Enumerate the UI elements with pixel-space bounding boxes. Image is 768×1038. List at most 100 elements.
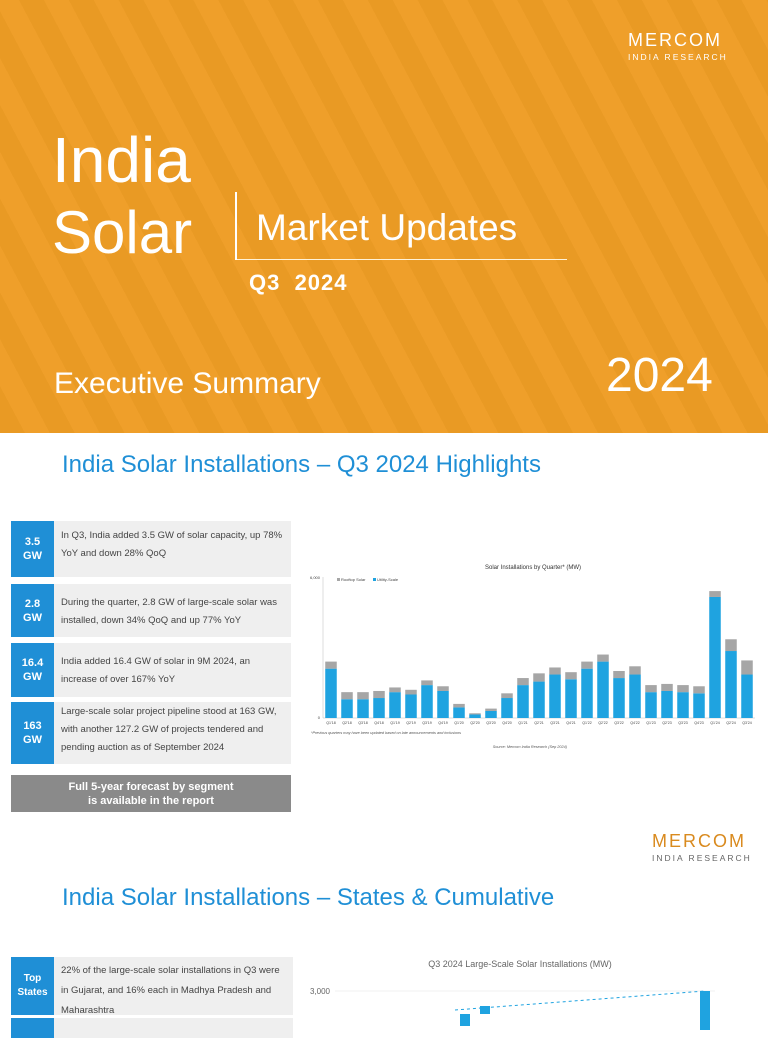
highlight-key: 2.8 GW — [11, 584, 54, 637]
x-tick-label: Q4'21 — [566, 721, 575, 725]
logo-brand: MERCOM — [652, 831, 746, 851]
bar-rooftop-solar — [629, 666, 641, 675]
bar-utility-scale — [661, 690, 673, 718]
bar-utility-scale — [725, 651, 737, 718]
bar-utility-scale — [453, 707, 465, 718]
bar-rooftop-solar — [469, 713, 481, 715]
state-bar — [480, 1006, 490, 1014]
bar-utility-scale — [709, 596, 721, 718]
x-tick-label: Q1'21 — [518, 721, 527, 725]
bar-rooftop-solar — [341, 692, 353, 700]
y-tick-label: 6,000 — [310, 575, 321, 580]
x-tick-label: Q1'19 — [390, 721, 399, 725]
bar-utility-scale — [517, 685, 529, 718]
x-tick-label: Q4'20 — [502, 721, 511, 725]
bar-rooftop-solar — [709, 591, 721, 597]
x-tick-label: Q4'23 — [694, 721, 703, 725]
highlight-key: 163 GW — [11, 702, 54, 764]
logo-sub: INDIA RESEARCH — [628, 52, 728, 62]
bar-utility-scale — [549, 674, 561, 718]
bar-utility-scale — [485, 710, 497, 718]
bar-utility-scale — [373, 698, 385, 718]
cta-line1: Full 5-year forecast by segment — [68, 780, 234, 793]
mercom-logo-2: MERCOM INDIA RESEARCH — [652, 832, 752, 863]
cover-summary: Executive Summary — [54, 367, 321, 400]
chart2-bg — [305, 950, 725, 1030]
bar-utility-scale — [597, 661, 609, 718]
cover-subtitle: Market Updates — [256, 207, 518, 248]
bar-utility-scale — [501, 698, 513, 718]
cover-banner: MERCOM INDIA RESEARCH India Solar Market… — [0, 0, 768, 433]
logo-brand: MERCOM — [628, 30, 722, 50]
bar-utility-scale — [677, 692, 689, 718]
cta-line2: is available in the report — [88, 794, 214, 807]
bar-rooftop-solar — [501, 693, 513, 699]
bar-utility-scale — [325, 668, 337, 718]
x-tick-label: Q1'22 — [582, 721, 591, 725]
chart1-svg: Solar Installations by Quarter* (MW) Roof… — [310, 565, 755, 749]
bar-rooftop-solar — [549, 667, 561, 675]
chart2-title: Q3 2024 Large-Scale Solar Installations … — [428, 959, 612, 969]
bar-rooftop-solar — [645, 685, 657, 693]
bar-utility-scale — [405, 694, 417, 718]
highlight-key — [11, 1018, 54, 1038]
bar-rooftop-solar — [325, 661, 337, 669]
bar-utility-scale — [533, 681, 545, 718]
bar-utility-scale — [565, 679, 577, 718]
highlight-box: Top States 22% of the large-scale solar … — [11, 957, 293, 1016]
section1-title: India Solar Installations – Q3 2024 High… — [62, 451, 541, 478]
bar-rooftop-solar — [597, 654, 609, 662]
bar-rooftop-solar — [581, 661, 593, 669]
x-tick-label: Q2'19 — [406, 721, 415, 725]
bar-rooftop-solar — [373, 690, 385, 699]
quarterly-installations-chart: Solar Installations by Quarter* (MW) Roof… — [303, 555, 763, 755]
highlight-text: India added 16.4 GW of solar in 9M 2024,… — [61, 656, 251, 685]
highlight-box: 163 GW Large-scale solar project pipelin… — [11, 702, 291, 764]
state-installations-chart: Q3 2024 Large-Scale Solar Installations … — [305, 950, 725, 1030]
section2-title: India Solar Installations – States & Cum… — [62, 884, 555, 911]
bar-rooftop-solar — [613, 671, 625, 679]
cover-divider-horizontal — [237, 259, 567, 260]
bar-rooftop-solar — [725, 639, 737, 652]
chart-source: Source: Mercom India Research (Sep 2024) — [493, 745, 568, 749]
x-tick-label: Q3'18 — [358, 721, 367, 725]
bar-utility-scale — [341, 699, 353, 718]
bar-rooftop-solar — [661, 683, 673, 691]
bar-utility-scale — [613, 678, 625, 718]
cover-title-line2: Solar — [52, 199, 193, 266]
x-tick-label: Q3'23 — [678, 721, 687, 725]
state-bar — [700, 991, 710, 1030]
x-tick-label: Q3'22 — [614, 721, 623, 725]
highlight-key: 16.4 GW — [11, 643, 54, 697]
logo-sub: INDIA RESEARCH — [652, 853, 752, 863]
bar-rooftop-solar — [741, 660, 753, 675]
bar-rooftop-solar — [405, 689, 417, 695]
bar-utility-scale — [437, 690, 449, 718]
bar-rooftop-solar — [421, 680, 433, 686]
highlight-key: Top States — [11, 957, 54, 1015]
x-tick-label: Q3'20 — [486, 721, 495, 725]
legend-swatch — [337, 578, 340, 581]
legend-label: Utility-Scale — [377, 577, 399, 582]
y-tick-label: 0 — [318, 715, 321, 720]
bar-utility-scale — [645, 692, 657, 718]
bar-utility-scale — [389, 692, 401, 718]
x-tick-label: Q2'18 — [342, 721, 351, 725]
cover-year: 2024 — [606, 349, 713, 402]
chart-footnote: *Previous quarters may have been updated… — [311, 731, 461, 735]
highlight-key: 3.5 GW — [11, 521, 54, 577]
legend-label: Rooftop Solar — [341, 577, 366, 582]
x-tick-label: Q4'19 — [438, 721, 447, 725]
x-tick-label: Q3'24 — [742, 721, 751, 725]
chart2-svg: Q3 2024 Large-Scale Solar Installations … — [305, 950, 725, 1030]
bar-rooftop-solar — [453, 703, 465, 708]
report-cta[interactable]: Full 5-year forecast by segment is avail… — [11, 775, 291, 812]
bar-rooftop-solar — [485, 708, 497, 711]
x-tick-label: Q2'21 — [534, 721, 543, 725]
x-tick-label: Q1'20 — [454, 721, 463, 725]
x-tick-label: Q3'19 — [422, 721, 431, 725]
bar-rooftop-solar — [565, 672, 577, 680]
highlight-text: In Q3, India added 3.5 GW of solar capac… — [61, 530, 283, 559]
cover-quarter: Q3 2024 — [249, 270, 348, 295]
bar-utility-scale — [693, 693, 705, 718]
